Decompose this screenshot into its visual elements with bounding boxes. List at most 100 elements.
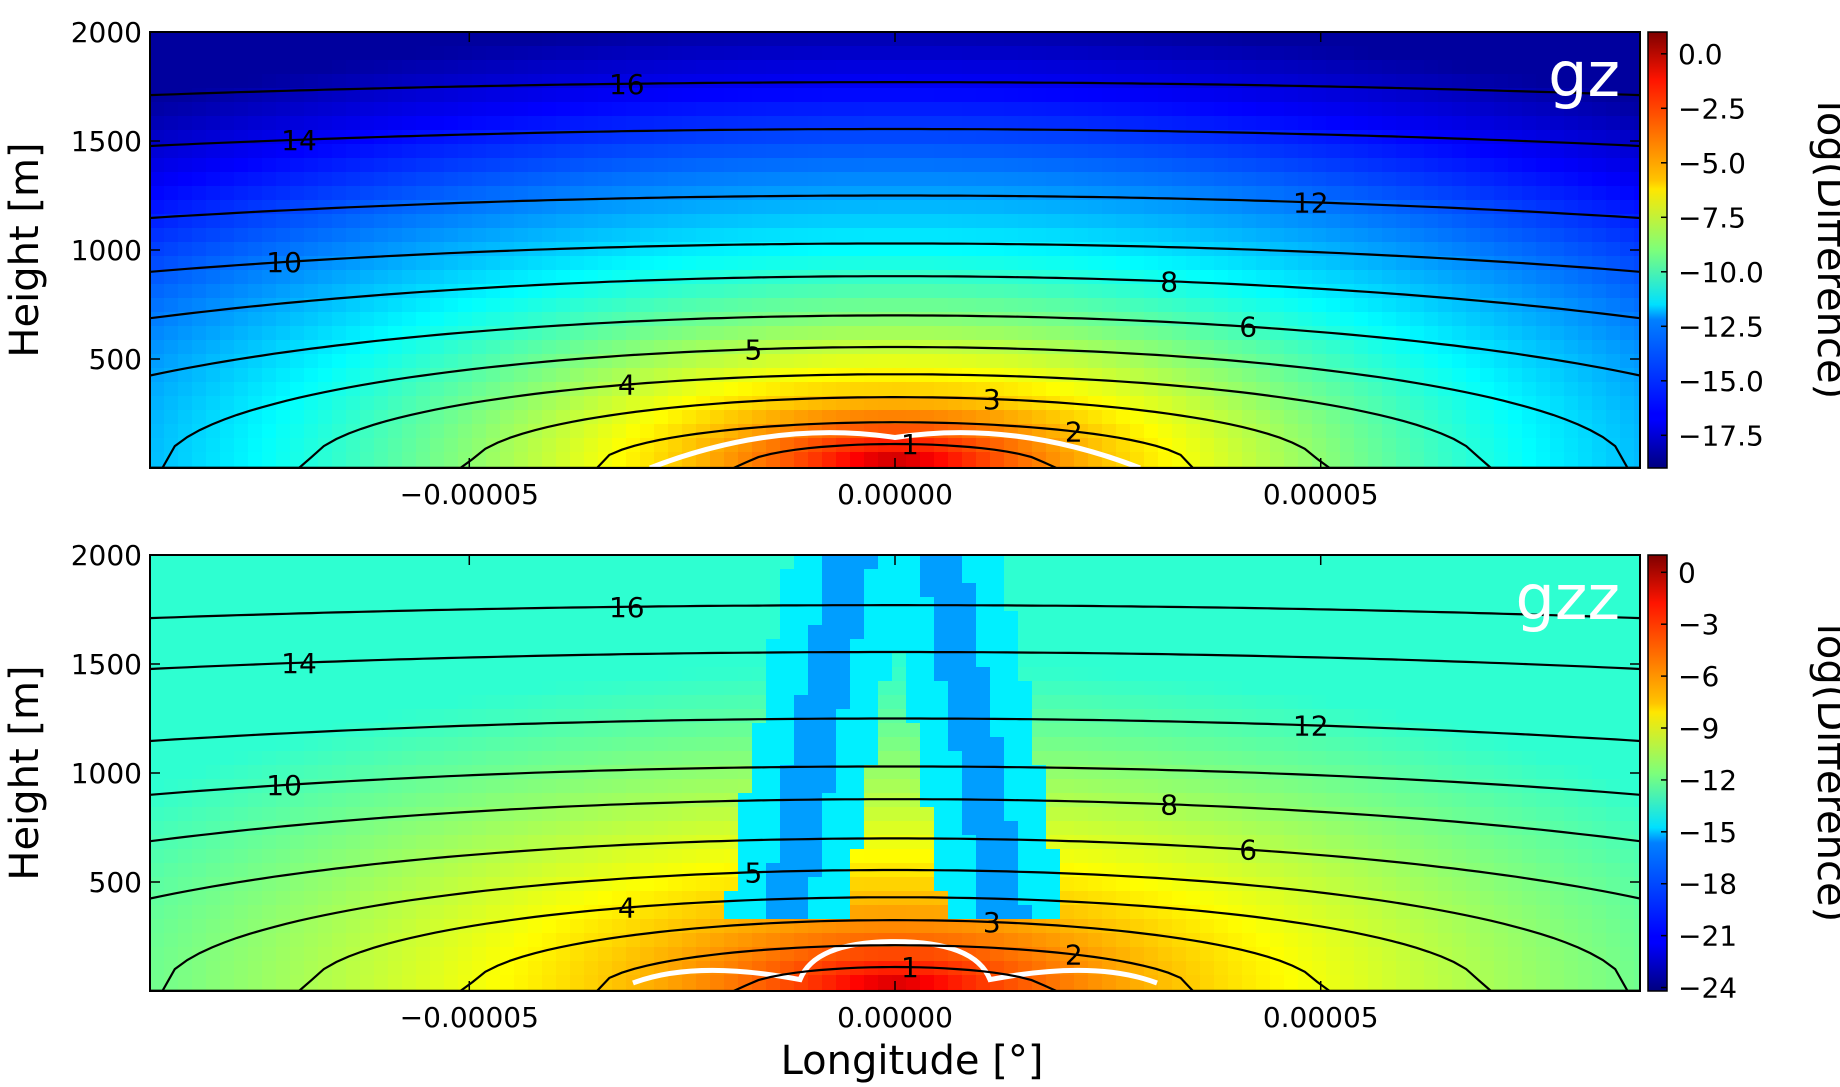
heatmap-cell: [1172, 284, 1187, 299]
heatmap-cell: [430, 312, 445, 327]
heatmap-cell: [682, 228, 697, 243]
heatmap-cell: [290, 410, 305, 425]
heatmap-cell: [234, 46, 249, 61]
heatmap-cell: [234, 284, 249, 299]
heatmap-cell: [640, 242, 655, 257]
heatmap-cell: [1592, 270, 1607, 285]
heatmap-cell: [654, 382, 669, 397]
heatmap-cell: [696, 284, 711, 299]
heatmap-cell: [248, 270, 263, 285]
heatmap-cell: [332, 354, 347, 369]
heatmap-cell: [1438, 172, 1453, 187]
heatmap-cell: [1074, 583, 1089, 598]
heatmap-cell: [150, 695, 165, 710]
heatmap-cell: [1004, 583, 1019, 598]
heatmap-cell: [206, 116, 221, 131]
heatmap-cell: [472, 228, 487, 243]
heatmap-cell: [1312, 368, 1327, 383]
heatmap-cell: [542, 569, 557, 584]
heatmap-cell: [1214, 597, 1229, 612]
heatmap-cell: [794, 695, 809, 710]
heatmap-cell: [626, 116, 641, 131]
heatmap-cell: [1522, 116, 1537, 131]
heatmap-cell: [724, 130, 739, 145]
heatmap-cell: [808, 284, 823, 299]
heatmap-cell: [850, 723, 865, 738]
heatmap-cell: [1060, 382, 1075, 397]
heatmap-cell: [150, 172, 165, 187]
heatmap-cell: [822, 410, 837, 425]
heatmap-cell: [1410, 116, 1425, 131]
heatmap-cell: [990, 597, 1005, 612]
heatmap-cell: [1298, 116, 1313, 131]
heatmap-cell: [206, 555, 221, 570]
heatmap-cell: [1032, 60, 1047, 75]
heatmap-cell: [1508, 32, 1523, 47]
heatmap-cell: [598, 424, 613, 439]
heatmap-cell: [822, 46, 837, 61]
heatmap-cell: [640, 410, 655, 425]
heatmap-cell: [948, 639, 963, 654]
contour-label: 10: [266, 246, 302, 279]
heatmap-cell: [1452, 695, 1467, 710]
heatmap-cell: [1480, 74, 1495, 89]
heatmap-cell: [822, 354, 837, 369]
heatmap-cell: [234, 611, 249, 626]
heatmap-cell: [486, 424, 501, 439]
heatmap-cell: [584, 723, 599, 738]
heatmap-cell: [346, 242, 361, 257]
heatmap-cell: [1144, 340, 1159, 355]
heatmap-cell: [1592, 410, 1607, 425]
heatmap-cell: [1144, 723, 1159, 738]
heatmap-cell: [1186, 32, 1201, 47]
heatmap-cell: [318, 611, 333, 626]
heatmap-cell: [612, 102, 627, 117]
heatmap-cell: [850, 396, 865, 411]
heatmap-cell: [360, 242, 375, 257]
heatmap-cell: [962, 158, 977, 173]
heatmap-cell: [1424, 74, 1439, 89]
heatmap-cell: [612, 653, 627, 668]
heatmap-cell: [1326, 597, 1341, 612]
heatmap-cell: [1410, 312, 1425, 327]
colorbar-tick-label: −5.0: [1678, 147, 1746, 180]
heatmap-cell: [850, 60, 865, 75]
heatmap-cell: [808, 681, 823, 696]
heatmap-cell: [248, 382, 263, 397]
heatmap-cell: [1060, 200, 1075, 215]
heatmap-cell: [1354, 60, 1369, 75]
heatmap-cell: [1032, 158, 1047, 173]
heatmap-cell: [752, 410, 767, 425]
heatmap-cell: [388, 452, 403, 467]
heatmap-cell: [1508, 186, 1523, 201]
heatmap-cell: [640, 667, 655, 682]
heatmap-cell: [1186, 270, 1201, 285]
heatmap-cell: [710, 88, 725, 103]
heatmap-cell: [248, 32, 263, 47]
heatmap-cell: [892, 681, 907, 696]
heatmap-cell: [472, 354, 487, 369]
heatmap-cell: [976, 144, 991, 159]
heatmap-cell: [990, 326, 1005, 341]
heatmap-cell: [1634, 709, 1640, 724]
heatmap-cell: [1032, 681, 1047, 696]
heatmap-cell: [1354, 214, 1369, 229]
heatmap-cell: [1466, 424, 1481, 439]
heatmap-cell: [430, 424, 445, 439]
heatmap-cell: [948, 396, 963, 411]
heatmap-cell: [290, 200, 305, 215]
heatmap-cell: [1354, 326, 1369, 341]
heatmap-cell: [710, 695, 725, 710]
heatmap-cell: [850, 709, 865, 724]
heatmap-cell: [430, 228, 445, 243]
heatmap-cell: [1298, 214, 1313, 229]
heatmap-cell: [472, 172, 487, 187]
heatmap-cell: [1284, 368, 1299, 383]
heatmap-cell: [262, 284, 277, 299]
heatmap-cell: [1186, 340, 1201, 355]
heatmap-cell: [1102, 228, 1117, 243]
heatmap-cell: [150, 130, 165, 145]
heatmap-cell: [640, 555, 655, 570]
heatmap-cell: [1368, 200, 1383, 215]
heatmap-cell: [514, 144, 529, 159]
